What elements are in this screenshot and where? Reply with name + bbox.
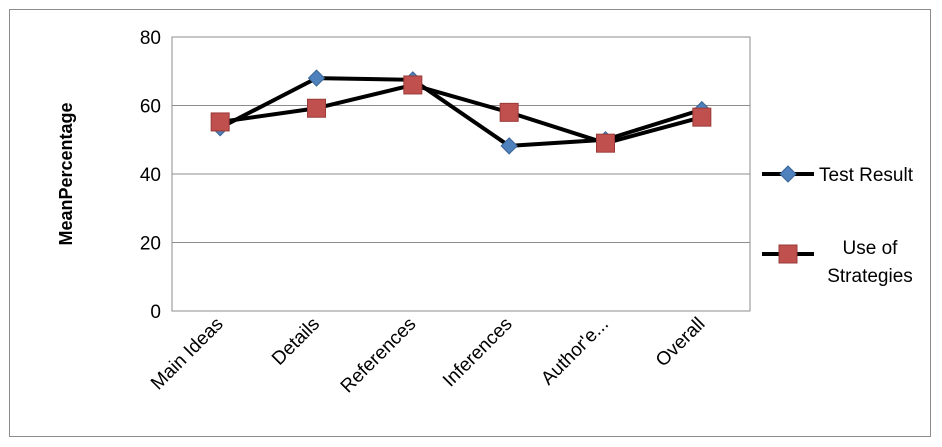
x-tick-label: Details: [268, 314, 324, 370]
line-chart: 0 20 40 60 80 Main Ideas Details References Inf…: [56, 28, 914, 398]
legend-marker: [779, 165, 797, 183]
series-layer: [210, 69, 712, 155]
y-axis-label: MeanPercentage: [56, 102, 76, 245]
y-axis-ticks: 0 20 40 60 80: [140, 28, 161, 323]
chart-area: 0 20 40 60 80 Main Ideas Details References Inf…: [9, 9, 931, 437]
legend-label: Use of Strategies: [827, 238, 913, 287]
x-tick-label: Overall: [652, 314, 709, 371]
use-of-strategies-point: [307, 98, 326, 118]
y-tick-label: 20: [140, 234, 161, 255]
y-tick-label: 40: [140, 165, 161, 186]
y-tick-label: 60: [140, 97, 161, 118]
use-of-strategies-point: [403, 75, 423, 95]
series-line: [219, 82, 703, 146]
use-of-strategies-point: [692, 107, 712, 127]
use-of-strategies-point: [499, 102, 519, 122]
x-axis-ticks: Main Ideas Details References Inferences Aut…: [147, 314, 709, 398]
x-tick-label: Inferences: [439, 314, 517, 392]
legend-label: Test Result: [819, 165, 914, 186]
legend-marker: [778, 244, 798, 264]
series-line: [219, 76, 703, 148]
x-tick-label: References: [337, 314, 421, 398]
x-tick-label: Author'e...: [537, 314, 613, 390]
gridlines: [172, 36, 750, 312]
legend: Test Result Use of Strategies: [762, 165, 914, 287]
x-tick-label: Main Ideas: [147, 314, 228, 395]
test-result-point: [307, 69, 326, 87]
y-tick-label: 0: [150, 302, 161, 323]
y-tick-label: 80: [140, 28, 161, 49]
use-of-strategies-point: [596, 133, 615, 153]
use-of-strategies-point: [210, 112, 230, 132]
test-result-point: [500, 137, 518, 155]
